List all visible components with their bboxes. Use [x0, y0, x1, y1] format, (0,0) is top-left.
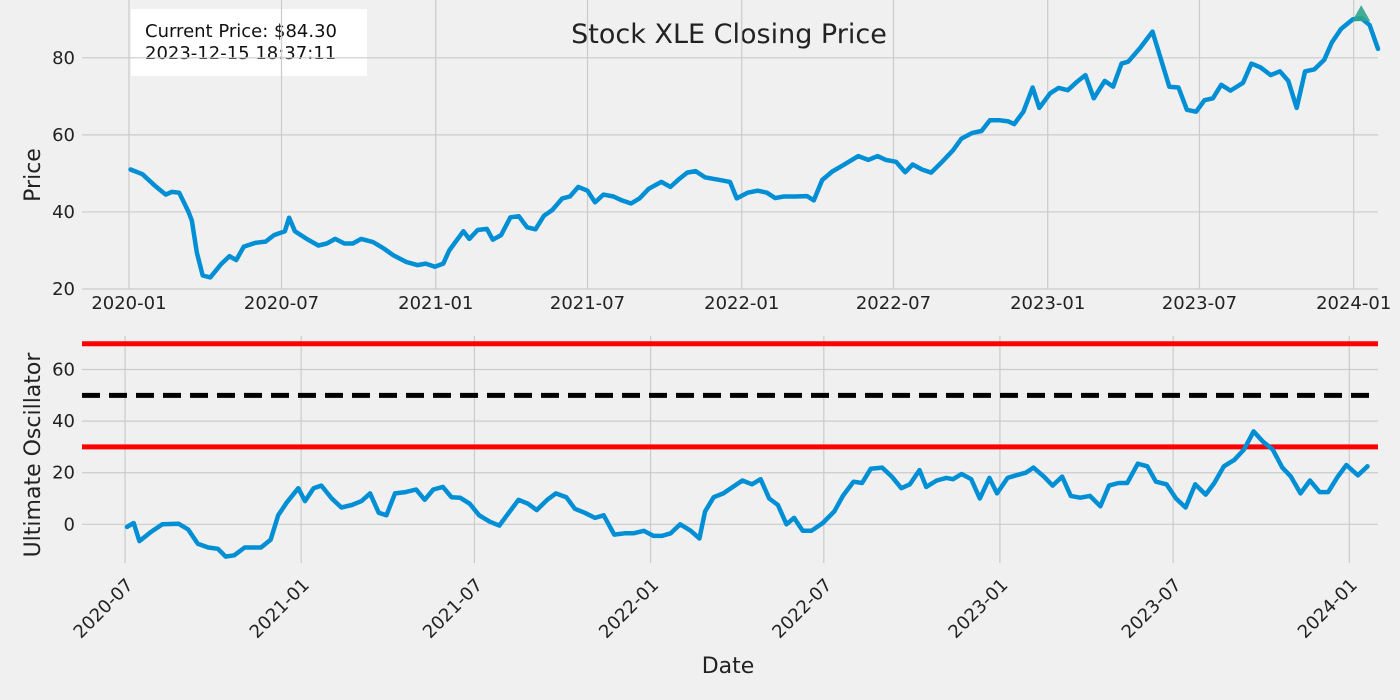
price-axis-label: Price	[21, 148, 46, 202]
peak-price-marker	[1352, 5, 1371, 22]
oscillator-y-tick-label: 0	[64, 514, 75, 535]
price-y-tick-label: 20	[52, 279, 75, 300]
date-axis-label: Date	[702, 654, 755, 679]
timestamp-text: 2023-12-15 18:37:11	[145, 43, 336, 64]
price-x-tick-label: 2020-01	[91, 293, 166, 314]
oscillator-y-tick-label: 20	[52, 463, 75, 484]
chart-title: Stock XLE Closing Price	[571, 19, 887, 50]
price-y-tick-label: 40	[52, 202, 75, 223]
price-x-tick-label: 2024-01	[1316, 293, 1391, 314]
price-info-box: Current Price: $84.30 2023-12-15 18:37:1…	[131, 9, 367, 76]
price-x-tick-label: 2023-01	[1010, 293, 1085, 314]
price-y-tick-label: 80	[52, 48, 75, 69]
oscillator-y-tick-label: 40	[52, 411, 75, 432]
price-series-line	[128, 15, 1381, 280]
price-y-tick-label: 60	[52, 125, 75, 146]
current-price-text: Current Price: $84.30	[145, 21, 337, 42]
price-x-tick-label: 2021-07	[550, 293, 625, 314]
oscillator-y-tick-label: 60	[52, 360, 75, 381]
price-x-tick-label: 2020-07	[244, 293, 319, 314]
price-x-tick-label: 2023-07	[1162, 293, 1237, 314]
price-x-tick-label: 2022-01	[704, 293, 779, 314]
price-info-box-background	[131, 9, 367, 76]
oscillator-series-line	[124, 429, 1370, 559]
price-x-tick-label: 2022-07	[856, 293, 931, 314]
oscillator-axis-label: Ultimate Oscillator	[21, 352, 46, 558]
price-x-tick-label: 2021-01	[398, 293, 473, 314]
price-plot: 20 40 60 80 2020-01 2020-07 2021-01 2021-07 2022…	[52, 0, 1391, 314]
